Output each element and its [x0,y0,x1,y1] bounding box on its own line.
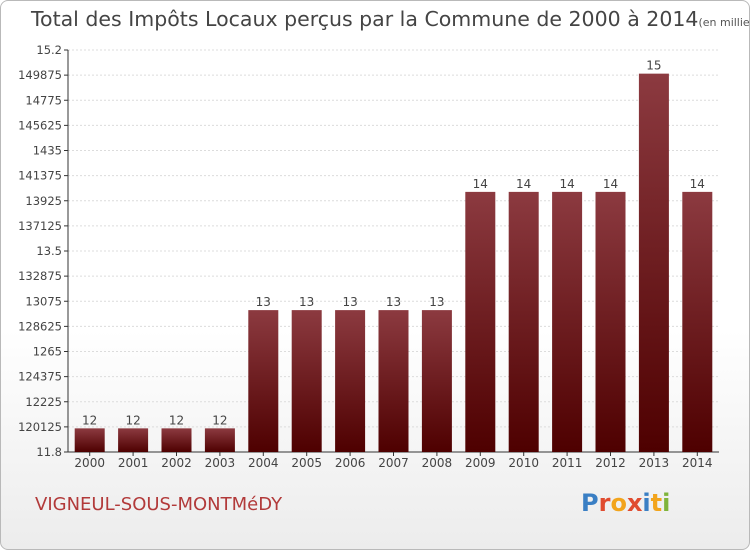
x-tick-label: 2014 [682,456,713,470]
bar-2003[interactable] [204,428,235,452]
x-tick-label: 2002 [161,456,192,470]
y-tick-label: 12225 [25,395,62,409]
bar-value-label: 14 [473,177,488,191]
bar-2004[interactable] [248,310,279,452]
bar-2002[interactable] [161,428,192,452]
y-tick-label: 13925 [25,194,62,208]
y-tick-label: 15.2 [36,43,62,57]
y-tick-label: 124375 [18,370,62,384]
bar-value-label: 14 [559,177,574,191]
bar-2007[interactable] [378,310,409,452]
bar-value-label: 12 [82,413,97,427]
logo-letter: o [610,489,627,517]
x-tick-label: 2000 [74,456,105,470]
y-tick-label: 11.8 [36,445,62,459]
y-tick-label: 132875 [18,269,62,283]
y-tick-label: 14775 [25,93,62,107]
y-tick-label: 145625 [18,118,62,132]
y-tick-label: 1435 [33,144,62,158]
bar-value-label: 12 [169,413,184,427]
y-tick-label: 128625 [18,319,62,333]
bar-value-label: 14 [516,177,531,191]
y-tick-label: 149875 [18,68,62,82]
x-tick-label: 2004 [248,456,279,470]
logo-letter: r [598,489,611,517]
bar-2000[interactable] [74,428,105,452]
bar-value-label: 14 [690,177,705,191]
x-tick-label: 2001 [118,456,149,470]
bar-2009[interactable] [465,191,496,452]
bar-2006[interactable] [335,310,366,452]
bar-value-label: 13 [299,295,314,309]
bar-value-label: 13 [386,295,401,309]
bar-value-label: 14 [603,177,618,191]
bar-value-label: 15 [646,59,661,73]
chart-title-text: Total des Impôts Locaux perçus par la Co… [31,7,699,31]
x-tick-label: 2010 [508,456,539,470]
x-tick-label: 2009 [465,456,496,470]
bar-2014[interactable] [682,191,713,452]
x-tick-label: 2011 [552,456,583,470]
bar-2010[interactable] [508,191,539,452]
proxiti-logo[interactable]: Proxiti [581,489,670,517]
y-tick-label: 120125 [18,420,62,434]
y-tick-label: 141375 [18,169,62,183]
commune-name: VIGNEUL-SOUS-MONTMéDY [35,494,283,515]
logo-letter: x [626,489,643,517]
y-tick-label: 137125 [18,219,62,233]
bar-2012[interactable] [595,191,626,452]
chart-title-unit: (en milliers d'€) [698,16,750,29]
bar-value-label: 13 [256,295,271,309]
bar-value-label: 13 [342,295,357,309]
bar-value-label: 12 [125,413,140,427]
logo-letter: i [662,489,671,517]
bar-2011[interactable] [552,191,583,452]
x-tick-label: 2012 [595,456,626,470]
x-tick-label: 2007 [378,456,409,470]
x-tick-label: 2013 [639,456,670,470]
y-tick-label: 13.5 [36,244,62,258]
y-tick-label: 1265 [33,345,62,359]
x-tick-label: 2008 [422,456,453,470]
y-tick-label: 13075 [25,294,62,308]
bar-2008[interactable] [421,310,452,452]
x-tick-label: 2006 [335,456,366,470]
x-tick-label: 2003 [205,456,236,470]
bar-2013[interactable] [638,73,669,452]
bar-value-label: 13 [429,295,444,309]
chart-title: Total des Impôts Locaux perçus par la Co… [31,7,750,31]
bar-2005[interactable] [291,310,322,452]
x-tick-label: 2005 [291,456,322,470]
bar-2001[interactable] [118,428,149,452]
logo-letter: t [650,489,663,517]
logo-letter: P [581,489,599,517]
bar-value-label: 12 [212,413,227,427]
logo-letter: i [642,489,651,517]
